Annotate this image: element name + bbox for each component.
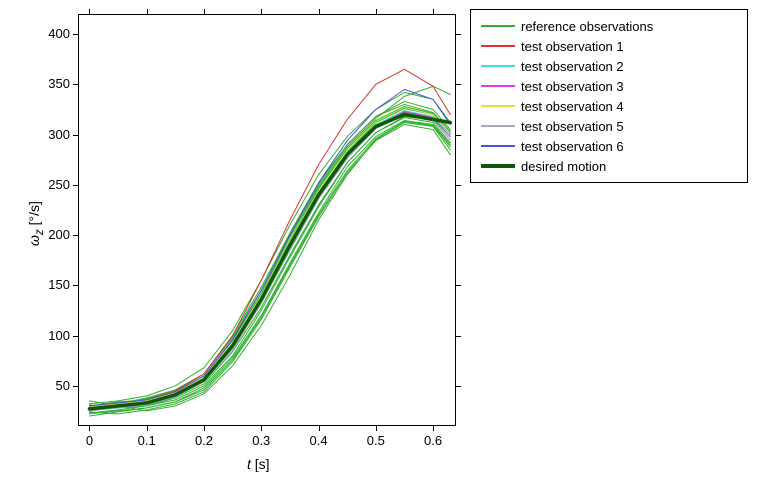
legend-swatch [481,25,515,27]
legend-item: test observation 5 [481,116,737,136]
legend: reference observations test observation 1… [470,9,748,183]
legend-item: desired motion [481,156,737,176]
legend-swatch [481,105,515,107]
legend-label: test observation 5 [521,119,624,134]
legend-item: test observation 1 [481,36,737,56]
legend-swatch [481,85,515,87]
legend-label: reference observations [521,19,653,34]
legend-label: test observation 3 [521,79,624,94]
series-ref14 [89,107,450,407]
series-ref05 [89,101,450,407]
legend-swatch [481,125,515,127]
legend-label: test observation 2 [521,59,624,74]
legend-label: test observation 6 [521,139,624,154]
legend-swatch [481,164,515,168]
series-test6 [89,89,450,406]
series-ref04 [89,123,450,411]
legend-label: test observation 1 [521,39,624,54]
series-ref09 [89,86,450,406]
legend-item: test observation 2 [481,56,737,76]
legend-swatch [481,65,515,67]
series-ref13 [89,118,450,413]
series-test2 [89,110,450,408]
series-ref08 [89,125,450,414]
series-test1 [89,69,450,408]
legend-item: reference observations [481,16,737,36]
series-ref15 [89,106,450,409]
series-ref06 [89,92,450,404]
series-ref01 [89,111,450,405]
series-test3 [89,111,450,409]
legend-item: test observation 6 [481,136,737,156]
legend-item: test observation 4 [481,96,737,116]
legend-label: desired motion [521,159,606,174]
legend-label: test observation 4 [521,99,624,114]
series-ref12 [89,104,450,406]
legend-swatch [481,145,515,147]
series-ref03 [89,121,450,414]
legend-item: test observation 3 [481,76,737,96]
series-ref11 [89,108,450,408]
series-ref10 [89,122,450,416]
legend-swatch [481,45,515,47]
series-test4 [89,107,450,406]
